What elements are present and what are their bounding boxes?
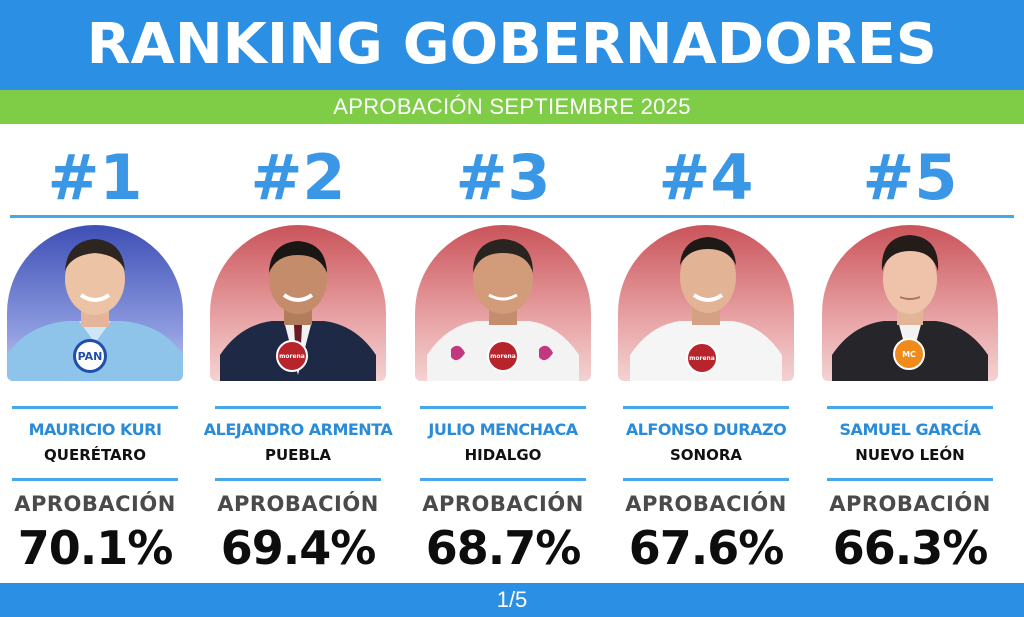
governor-name: ALFONSO DURAZO (625, 420, 787, 439)
governor-card-4: #4 morena ALFONSO DURAZO SONORA (611, 124, 801, 575)
party-badge-label: PAN (77, 349, 103, 363)
rank-number: #3 (455, 141, 551, 214)
page-title: RANKING GOBERNADORES (86, 12, 938, 77)
divider (12, 478, 178, 481)
approval-value: 69.4% (220, 521, 377, 575)
governor-card-1: #1 PAN MAURICIO KURI QUERÉTARO (0, 124, 190, 575)
governor-state: PUEBLA (264, 446, 332, 464)
party-badge: MC (893, 338, 925, 370)
divider (623, 478, 789, 481)
footer-banner: 1/5 (0, 583, 1024, 617)
approval-value: 68.7% (425, 521, 582, 575)
page-indicator: 1/5 (496, 587, 528, 612)
governor-card-3: #3 morena JULIO MENCHACA (408, 124, 598, 575)
party-badge: morena (487, 340, 519, 372)
party-badge-label: morena (490, 352, 516, 360)
divider (827, 478, 993, 481)
governor-state: QUERÉTARO (44, 446, 146, 464)
approval-value: 66.3% (832, 521, 989, 575)
approval-label: APROBACIÓN (217, 492, 379, 516)
divider (215, 478, 381, 481)
party-badge: morena (276, 340, 308, 372)
party-badge-label: MC (902, 349, 916, 359)
party-badge: morena (686, 342, 718, 374)
governor-card-2: #2 morena ALEJANDRO ARMENT (203, 124, 393, 575)
approval-value: 67.6% (628, 521, 785, 575)
governor-name: JULIO MENCHACA (428, 420, 578, 439)
divider (623, 406, 789, 409)
approval-value: 70.1% (17, 521, 174, 575)
governor-state: SONORA (669, 446, 743, 464)
divider (420, 478, 586, 481)
subheader-text: APROBACIÓN SEPTIEMBRE 2025 (333, 94, 691, 119)
approval-label: APROBACIÓN (14, 492, 176, 516)
approval-label: APROBACIÓN (625, 492, 787, 516)
governor-photo (618, 225, 794, 381)
divider (420, 406, 586, 409)
governor-card-5: #5 MC SAMUEL GARCÍA NUEVO LEÓN (815, 124, 1005, 575)
governor-name: SAMUEL GARCÍA (839, 420, 981, 439)
party-badge-label: morena (689, 354, 715, 362)
governor-state: NUEVO LEÓN (855, 446, 965, 464)
governor-name: ALEJANDRO ARMENTA (203, 420, 393, 439)
ranking-cards: #1 PAN MAURICIO KURI QUERÉTARO (0, 124, 1024, 575)
approval-label: APROBACIÓN (422, 492, 584, 516)
rank-number: #5 (862, 141, 958, 214)
governor-state: HIDALGO (464, 446, 542, 464)
rank-number: #1 (47, 141, 143, 214)
approval-label: APROBACIÓN (829, 492, 991, 516)
header-banner: RANKING GOBERNADORES (0, 0, 1024, 90)
rank-number: #2 (250, 141, 346, 214)
party-badge: PAN (73, 339, 107, 373)
rank-number: #4 (658, 141, 754, 214)
divider (12, 406, 178, 409)
top-divider (10, 215, 1014, 218)
divider (215, 406, 381, 409)
party-badge-label: morena (279, 352, 305, 360)
governor-name: MAURICIO KURI (28, 420, 162, 439)
subheader-banner: APROBACIÓN SEPTIEMBRE 2025 (0, 90, 1024, 124)
divider (827, 406, 993, 409)
